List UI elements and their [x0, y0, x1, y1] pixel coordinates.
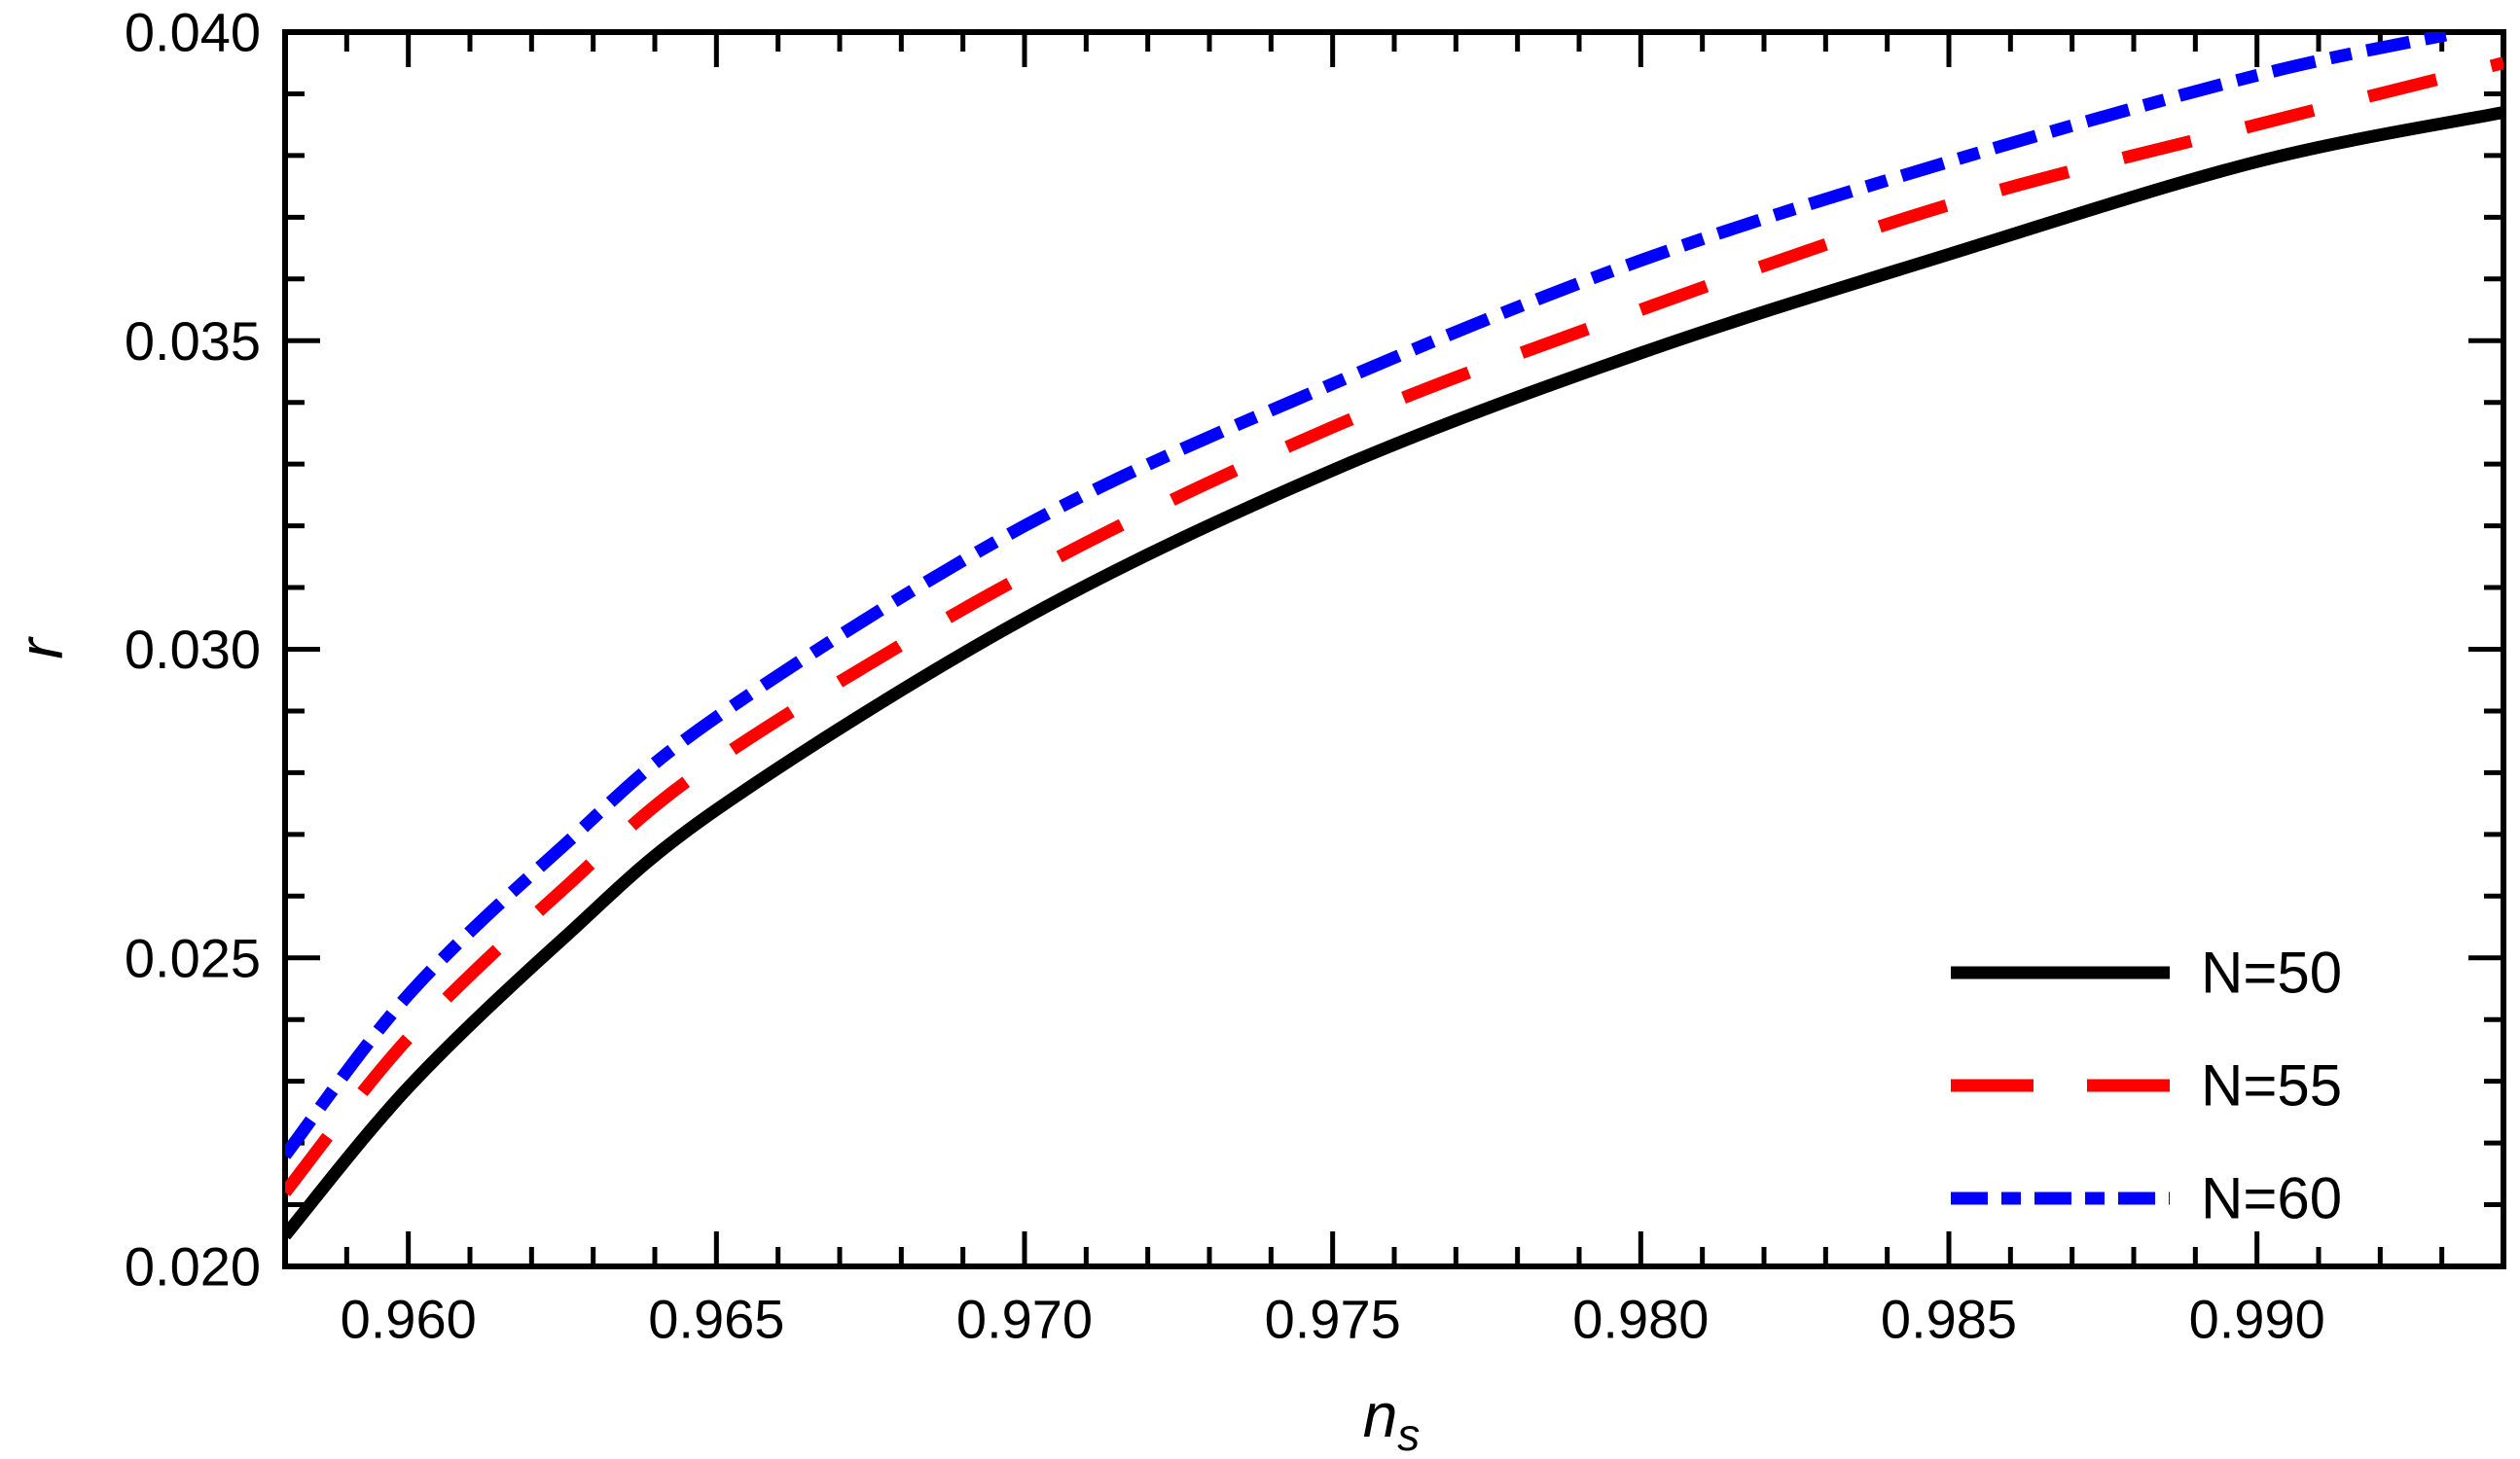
x-axis-label-subscript: s [1397, 1408, 1421, 1459]
series-line-N=60 [285, 32, 2463, 1159]
y-tick-label: 0.025 [125, 927, 261, 988]
x-tick-label: 0.985 [1881, 1289, 2017, 1350]
legend-label-N=50: N=50 [2201, 941, 2342, 1006]
legend-label-N=55: N=55 [2201, 1053, 2342, 1119]
y-tick-label: 0.030 [125, 619, 261, 680]
legend-label-N=60: N=60 [2201, 1166, 2342, 1231]
x-axis-label: ns [1245, 1379, 1537, 1459]
x-tick-label: 0.965 [648, 1289, 784, 1350]
plot-frame [282, 29, 2506, 1269]
x-tick-label: 0.970 [956, 1289, 1093, 1350]
x-axis-label-main: n [1362, 1380, 1398, 1450]
series-line-N=50 [285, 106, 2503, 1240]
y-axis-label: r [6, 638, 76, 659]
x-tick-label: 0.990 [2189, 1289, 2325, 1350]
y-tick-label: 0.035 [125, 310, 261, 372]
y-tick-label: 0.040 [125, 2, 261, 63]
y-tick-label: 0.020 [125, 1236, 261, 1298]
x-tick-label: 0.975 [1265, 1289, 1401, 1350]
series-line-N=55 [285, 56, 2503, 1196]
x-tick-label: 0.980 [1572, 1289, 1709, 1350]
x-tick-label: 0.960 [341, 1289, 477, 1350]
